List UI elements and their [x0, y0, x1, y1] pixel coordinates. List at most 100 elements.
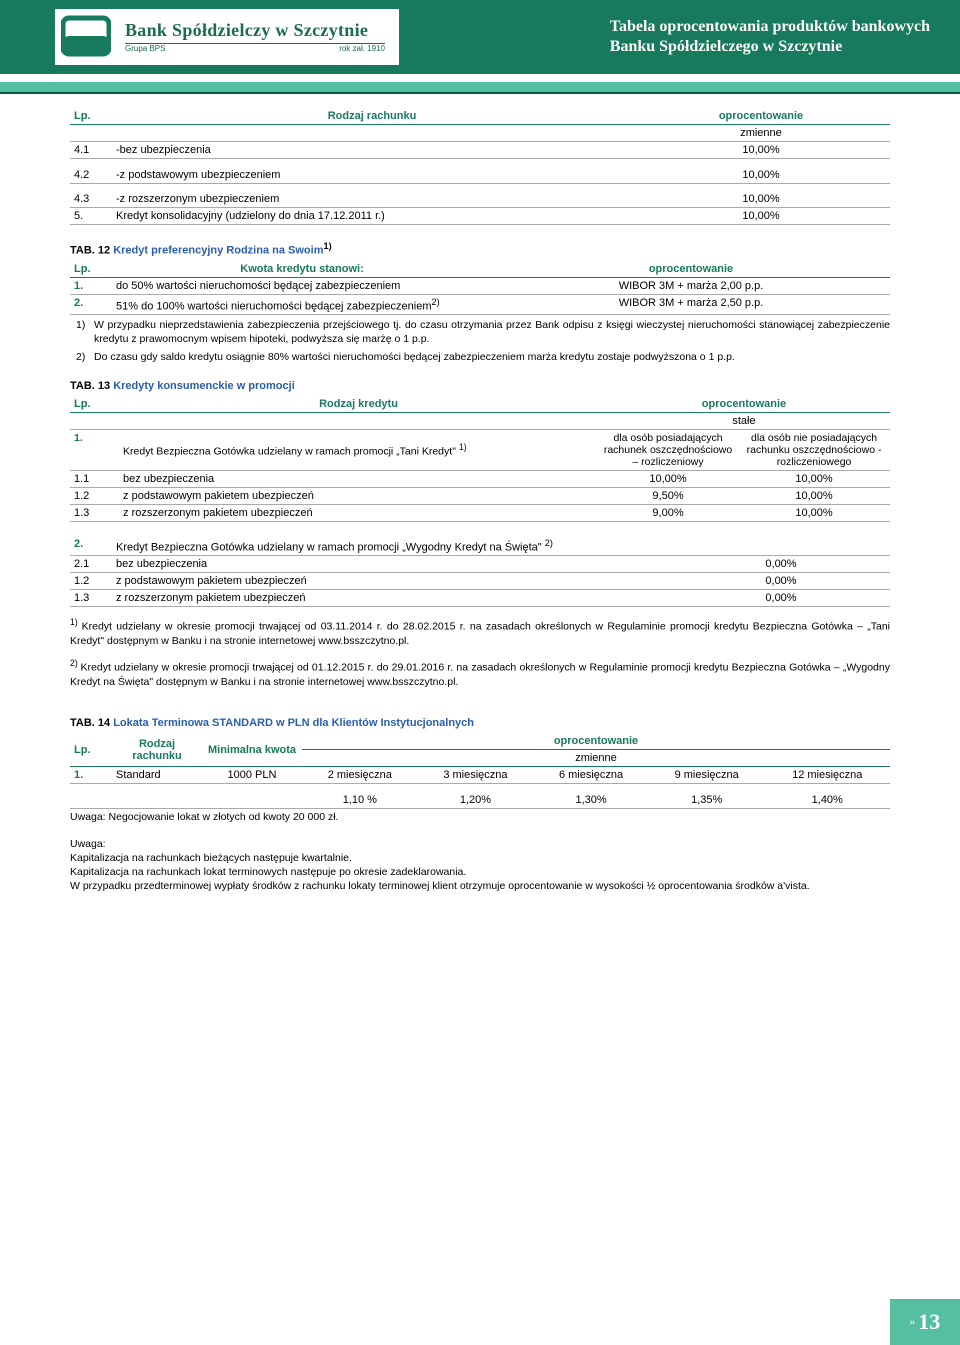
tab14-rate: 1,10 %	[302, 792, 418, 809]
tab13-title: TAB. 13 Kredyty konsumenckie w promocji	[70, 380, 890, 392]
tab14-period: 6 miesięczna	[533, 767, 649, 784]
tab12-col-rate: oprocentowanie	[492, 261, 890, 278]
tab12-col-lp: Lp.	[70, 261, 112, 278]
tab13-name: bez ubezpieczenia	[112, 556, 672, 573]
tab14-subhdr: zmienne	[302, 750, 890, 767]
tab14-col-lp: Lp.	[70, 733, 112, 767]
tab11-name: -z podstawowym ubezpieczeniem	[112, 167, 632, 184]
tab13-b: 10,00%	[738, 470, 890, 487]
tab12-lp: 1.	[70, 277, 112, 294]
bank-logo-icon	[61, 12, 111, 62]
tab13-col-type: Rodzaj kredytu	[119, 396, 598, 413]
document-header: Bank Spółdzielczy w Szczytnie Grupa BPS …	[0, 0, 960, 74]
tab13-foot1: 1) Kredyt udzielany w okresie promocji t…	[70, 617, 890, 648]
page-number-arrow-icon: »	[910, 1316, 916, 1328]
tab14-uwaga-line: Uwaga: Negocjowanie lokat w złotych od k…	[70, 811, 890, 823]
bank-founded: rok zał. 1910	[339, 45, 385, 54]
tab13-foot2: 2) Kredyt udzielany w okresie promocji t…	[70, 658, 890, 689]
tab11-rate: 10,00%	[632, 167, 890, 184]
tab11-rate: 10,00%	[632, 208, 890, 225]
tab12-col-desc: Kwota kredytu stanowi:	[112, 261, 492, 278]
tab12-rate: WIBOR 3M + marża 2,00 p.p.	[492, 277, 890, 294]
tab14-rate: 1,20%	[418, 792, 534, 809]
tab14-col-rate: oprocentowanie	[302, 733, 890, 750]
tab13-a: 9,50%	[598, 487, 738, 504]
tab11-lp: 5.	[70, 208, 112, 225]
tab12-rate: WIBOR 3M + marża 2,50 p.p.	[492, 294, 890, 315]
tab13-lp: 1.3	[70, 504, 119, 521]
tab13-table: Lp. Rodzaj kredytu oprocentowanie stałe …	[70, 396, 890, 522]
tab14-row-name: Standard	[112, 767, 202, 784]
tab11-lp: 4.2	[70, 167, 112, 184]
tab13-rate: 0,00%	[672, 556, 890, 573]
tab14-rate: 1,40%	[765, 792, 891, 809]
tab13-name: z podstawowym pakietem ubezpieczeń	[112, 573, 672, 590]
tab13-name: bez ubezpieczenia	[119, 470, 598, 487]
tab14-uwaga-block: Uwaga: Kapitalizacja na rachunkach bieżą…	[70, 837, 890, 894]
tab11-lp: 4.3	[70, 191, 112, 208]
tab14-period: 2 miesięczna	[302, 767, 418, 784]
tab11-name: Kredyt konsolidacyjny (udzielony do dnia…	[112, 208, 632, 225]
bank-name: Bank Spółdzielczy w Szczytnie	[125, 21, 385, 41]
tab12-desc: 51% do 100% wartości nieruchomości będąc…	[112, 294, 492, 315]
tab13-rate: 0,00%	[672, 590, 890, 607]
tab13-g2-name: Kredyt Bezpieczna Gotówka udzielany w ra…	[116, 541, 545, 553]
tab13-g1-name: Kredyt Bezpieczna Gotówka udzielany w ra…	[123, 446, 459, 458]
tab14-row-lp: 1.	[70, 767, 112, 784]
tab13-lp: 1.1	[70, 470, 119, 487]
tab14-col-type: Rodzaj rachunku	[112, 733, 202, 767]
tab11-subhdr: zmienne	[632, 125, 890, 142]
tab14-period: 3 miesięczna	[418, 767, 534, 784]
doc-title-line2: Banku Spółdzielczego w Szczytnie	[610, 37, 930, 57]
tab14-period: 9 miesięczna	[649, 767, 765, 784]
tab14-table: Lp. Rodzaj rachunku Minimalna kwota opro…	[70, 733, 890, 809]
divider-teal	[0, 82, 960, 92]
tab13b-table: 2. Kredyt Bezpieczna Gotówka udzielany w…	[70, 536, 890, 608]
tab13-colB: dla osób nie posiadających rachunku oszc…	[738, 429, 890, 470]
tab14-period: 12 miesięczna	[765, 767, 891, 784]
tab12-note2: 2)Do czasu gdy saldo kredytu osiągnie 80…	[70, 350, 890, 364]
document-title: Tabela oprocentowania produktów bankowyc…	[610, 17, 930, 57]
bank-group: Grupa BPS	[125, 45, 165, 54]
tab12-lp: 2.	[70, 294, 112, 315]
tab11-col-lp: Lp.	[70, 108, 112, 125]
tab13-a: 9,00%	[598, 504, 738, 521]
tab13-name: z rozszerzonym pakietem ubezpieczeń	[112, 590, 672, 607]
bank-logo-block: Bank Spółdzielczy w Szczytnie Grupa BPS …	[55, 9, 399, 65]
tab13-lp: 1.3	[70, 590, 112, 607]
tab13-lp: 1.2	[70, 487, 119, 504]
tab13-name: z rozszerzonym pakietem ubezpieczeń	[119, 504, 598, 521]
tab11-col-type: Rodzaj rachunku	[112, 108, 632, 125]
doc-title-line1: Tabela oprocentowania produktów bankowyc…	[610, 17, 930, 37]
tab13-b: 10,00%	[738, 487, 890, 504]
tab13-col-lp: Lp.	[70, 396, 119, 413]
tab11-col-rate: oprocentowanie	[632, 108, 890, 125]
tab14-rate: 1,30%	[533, 792, 649, 809]
tab11-rate: 10,00%	[632, 191, 890, 208]
tab13-a: 10,00%	[598, 470, 738, 487]
tab14-rate: 1,35%	[649, 792, 765, 809]
tab12-table: Lp. Kwota kredytu stanowi: oprocentowani…	[70, 261, 890, 316]
tab11-name: -z rozszerzonym ubezpieczeniem	[112, 191, 632, 208]
tab12-title: TAB. 12 Kredyt preferencyjny Rodzina na …	[70, 241, 890, 257]
tab14-row-min: 1000 PLN	[202, 767, 302, 784]
tab13-lp: 2.1	[70, 556, 112, 573]
tab12-note1: 1)W przypadku nieprzedstawienia zabezpie…	[70, 318, 890, 346]
tab11-lp: 4.1	[70, 142, 112, 159]
tab14-col-min: Minimalna kwota	[202, 733, 302, 767]
tab13-g2-lp: 2.	[70, 536, 112, 556]
page-number: »13	[890, 1299, 960, 1345]
tab13-lp: 1.2	[70, 573, 112, 590]
tab13-subhdr: stałe	[598, 412, 890, 429]
tab13-name: z podstawowym pakietem ubezpieczeń	[119, 487, 598, 504]
tab13-col-rate: oprocentowanie	[598, 396, 890, 413]
tab14-title: TAB. 14 Lokata Terminowa STANDARD w PLN …	[70, 717, 890, 729]
tab11-table: Lp. Rodzaj rachunku oprocentowanie zmien…	[70, 108, 890, 225]
tab11-rate: 10,00%	[632, 142, 890, 159]
tab13-colA: dla osób posiadających rachunek oszczędn…	[598, 429, 738, 470]
tab12-desc: do 50% wartości nieruchomości będącej za…	[112, 277, 492, 294]
tab11-name: -bez ubezpieczenia	[112, 142, 632, 159]
tab13-g1-lp: 1.	[70, 429, 119, 470]
tab13-b: 10,00%	[738, 504, 890, 521]
tab13-rate: 0,00%	[672, 573, 890, 590]
